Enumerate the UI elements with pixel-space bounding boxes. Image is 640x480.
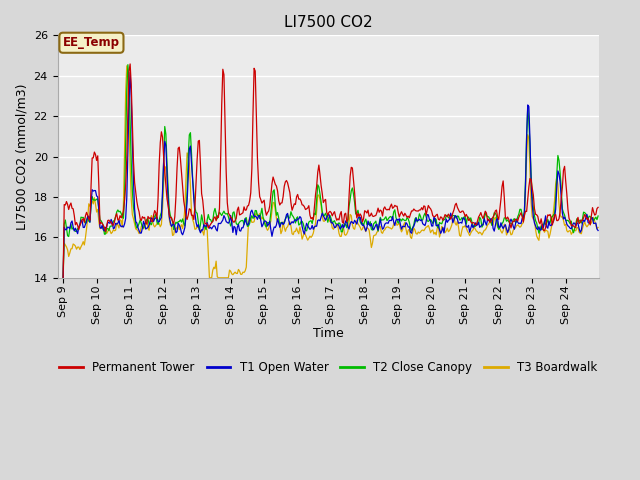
- Y-axis label: LI7500 CO2 (mmol/m3): LI7500 CO2 (mmol/m3): [15, 84, 28, 230]
- Legend: Permanent Tower, T1 Open Water, T2 Close Canopy, T3 Boardwalk: Permanent Tower, T1 Open Water, T2 Close…: [54, 357, 602, 379]
- Text: EE_Temp: EE_Temp: [63, 36, 120, 49]
- Title: LI7500 CO2: LI7500 CO2: [284, 15, 372, 30]
- X-axis label: Time: Time: [313, 327, 344, 340]
